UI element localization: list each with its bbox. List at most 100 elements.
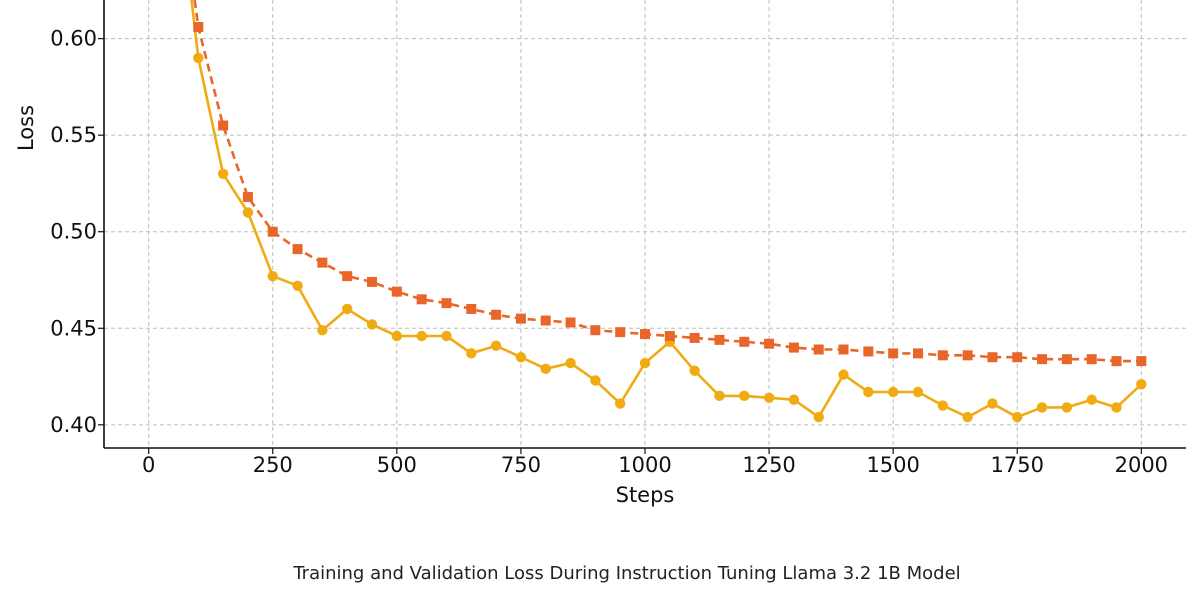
series-1 — [190, 0, 1147, 423]
data-point — [689, 365, 700, 376]
data-point — [912, 386, 924, 398]
data-point — [565, 317, 576, 328]
data-point — [888, 348, 899, 359]
data-point — [863, 346, 874, 357]
data-point — [441, 298, 452, 309]
x-axis-title: Steps — [616, 483, 675, 507]
x-tick-label: 250 — [253, 453, 293, 477]
data-point — [515, 352, 527, 363]
data-point — [218, 120, 229, 131]
data-point — [317, 325, 328, 336]
data-point — [342, 303, 353, 315]
data-point — [689, 332, 700, 343]
data-point — [217, 168, 229, 179]
x-tick-label: 1500 — [866, 453, 919, 477]
data-point — [912, 348, 923, 359]
y-tick-label: 0.55 — [50, 123, 97, 147]
data-point — [342, 271, 353, 282]
data-point — [540, 315, 551, 326]
data-point — [739, 336, 750, 347]
data-point — [267, 270, 278, 282]
data-point — [1136, 356, 1147, 367]
data-point — [515, 313, 526, 324]
data-point — [887, 386, 899, 398]
data-point — [1086, 354, 1097, 365]
y-tick-label: 0.50 — [50, 220, 97, 244]
data-point — [714, 390, 725, 402]
data-point — [590, 375, 601, 386]
data-point — [1136, 379, 1147, 390]
data-point — [1061, 354, 1072, 365]
data-point — [490, 340, 502, 351]
x-tick-label: 0 — [142, 453, 155, 477]
x-tick-label: 2000 — [1115, 453, 1168, 477]
data-point — [937, 350, 948, 361]
x-tick-label: 1000 — [618, 453, 671, 477]
data-point — [416, 330, 427, 342]
data-point — [1036, 402, 1048, 413]
data-point — [614, 398, 626, 409]
data-point — [367, 276, 378, 287]
data-point — [317, 257, 328, 268]
y-tick-label: 0.45 — [50, 316, 97, 340]
y-axis-title: Loss — [14, 105, 38, 151]
data-point — [466, 348, 477, 359]
data-point — [441, 330, 452, 342]
data-point — [763, 392, 775, 403]
loss-chart-svg: 0 250 500 750 1000 1250 1500 1750 2000 0.40 0.45 0.… — [14, 0, 1186, 507]
data-point — [863, 386, 874, 398]
data-point — [640, 329, 650, 340]
data-point — [764, 338, 775, 349]
data-point — [1012, 352, 1023, 363]
data-point — [1061, 402, 1073, 413]
data-point — [366, 319, 378, 330]
data-point — [962, 411, 973, 423]
data-point — [1037, 354, 1048, 365]
data-point — [267, 226, 278, 237]
x-tick-label: 1250 — [742, 453, 795, 477]
data-point — [739, 390, 750, 402]
data-point — [962, 350, 973, 361]
data-point — [193, 22, 204, 33]
data-point — [193, 52, 204, 64]
data-point — [540, 363, 551, 375]
data-point — [1086, 394, 1097, 405]
data-point — [292, 280, 303, 291]
data-point — [838, 344, 849, 355]
data-point — [838, 369, 849, 380]
data-point — [466, 303, 477, 314]
chart-caption: Training and Validation Loss During Inst… — [293, 563, 961, 584]
series-2 — [193, 0, 1147, 367]
data-point — [391, 330, 403, 342]
data-point — [987, 398, 998, 409]
data-point — [416, 294, 427, 305]
y-tick-label: 0.40 — [50, 413, 97, 437]
data-point — [714, 334, 725, 345]
data-point — [590, 325, 601, 336]
data-point — [242, 191, 253, 202]
x-tick-label: 500 — [377, 453, 417, 477]
grid — [104, 0, 1186, 448]
series-2-line — [193, 0, 1142, 363]
data-point — [937, 400, 948, 411]
tick-labels: 0 250 500 750 1000 1250 1500 1750 2000 0.40 0.45 0.… — [50, 27, 1168, 477]
data-point — [639, 357, 651, 369]
data-point — [615, 327, 626, 338]
data-point — [491, 309, 502, 320]
data-point — [987, 352, 998, 363]
x-tick-label: 1750 — [991, 453, 1044, 477]
data-point — [813, 344, 824, 355]
series-layer — [190, 0, 1147, 423]
data-point — [788, 394, 800, 405]
data-point — [1012, 411, 1023, 423]
x-tick-label: 750 — [501, 453, 541, 477]
data-point — [391, 286, 402, 297]
data-point — [813, 411, 824, 423]
loss-chart: 0 250 500 750 1000 1250 1500 1750 2000 0.40 0.45 0.… — [14, 0, 1186, 507]
y-tick-label: 0.60 — [50, 27, 97, 51]
axes — [98, 0, 1186, 454]
data-point — [565, 357, 576, 369]
data-point — [664, 331, 675, 341]
data-point — [292, 244, 303, 255]
data-point — [1111, 402, 1122, 413]
